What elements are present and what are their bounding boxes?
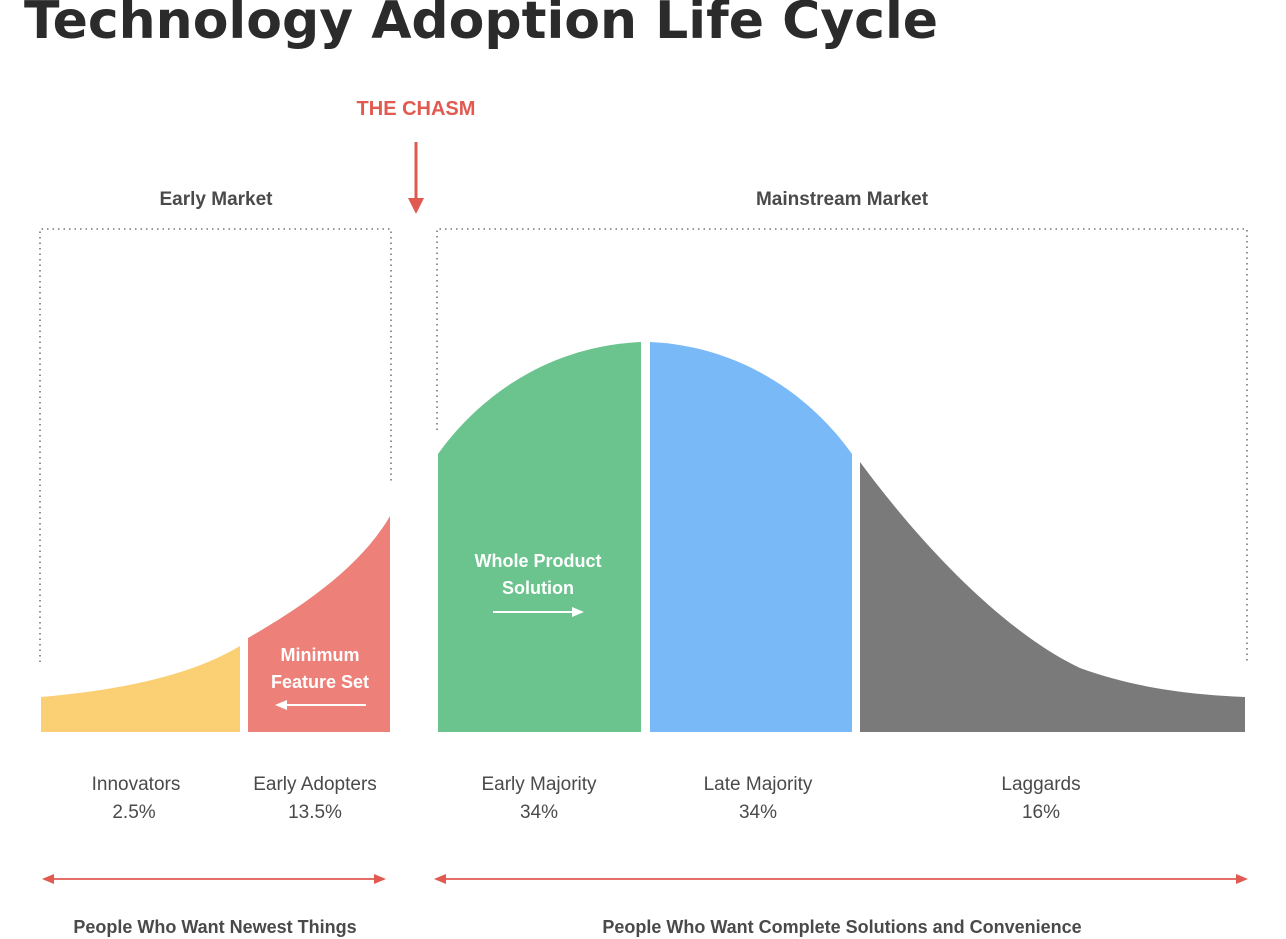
segment-percent-early-majority: 34% [520, 802, 558, 823]
page-title: Technology Adoption Life Cycle [24, 0, 938, 51]
segment-label-early-majority: Early Majority [481, 774, 597, 795]
segment-percent-laggards: 16% [1022, 802, 1060, 823]
bottom-caption-mainstream: People Who Want Complete Solutions and C… [602, 917, 1081, 937]
segment-percent-early-adopters: 13.5% [288, 802, 342, 823]
mainstream-range-arrow-icon [434, 874, 1248, 884]
segment-innovators [41, 646, 240, 732]
minimum-feature-line1: Minimum [281, 645, 360, 665]
minimum-feature-line2: Feature Set [271, 672, 369, 692]
segment-label-innovators: Innovators [92, 774, 181, 795]
segment-label-late-majority: Late Majority [704, 774, 813, 795]
segment-percent-innovators: 2.5% [112, 802, 155, 823]
left-arrow-icon [275, 700, 366, 710]
segment-early-majority [438, 342, 641, 732]
early-market-label: Early Market [159, 189, 273, 210]
early-range-arrow-icon [42, 874, 386, 884]
mainstream-market-bracket [436, 228, 1248, 662]
chasm-label: THE CHASM [357, 98, 476, 120]
segment-label-early-adopters: Early Adopters [253, 774, 377, 795]
whole-product-line1: Whole Product [475, 551, 602, 571]
segment-early-adopters [248, 516, 390, 732]
whole-product-line2: Solution [502, 578, 574, 598]
mainstream-market-label: Mainstream Market [756, 189, 929, 210]
segment-laggards [860, 462, 1245, 732]
chasm-arrow-icon [408, 142, 424, 214]
segment-percent-late-majority: 34% [739, 802, 777, 823]
segment-label-laggards: Laggards [1001, 774, 1080, 795]
right-arrow-icon [493, 607, 584, 617]
segment-late-majority [650, 342, 852, 732]
bottom-caption-early: People Who Want Newest Things [73, 917, 356, 937]
